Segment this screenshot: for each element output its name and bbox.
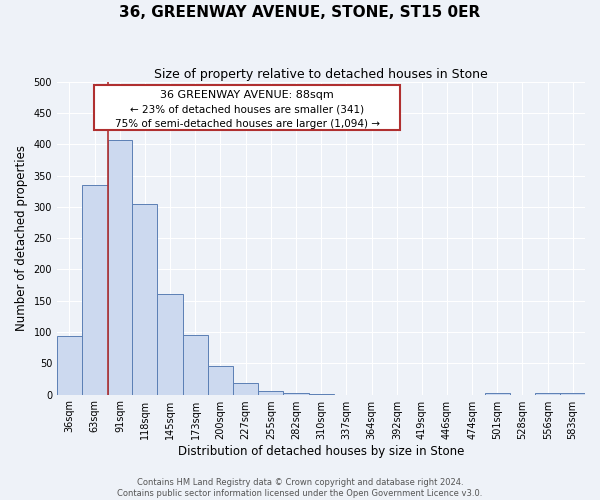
Text: ← 23% of detached houses are smaller (341): ← 23% of detached houses are smaller (34… <box>130 105 364 115</box>
Text: Contains HM Land Registry data © Crown copyright and database right 2024.
Contai: Contains HM Land Registry data © Crown c… <box>118 478 482 498</box>
Title: Size of property relative to detached houses in Stone: Size of property relative to detached ho… <box>154 68 488 80</box>
Bar <box>82 185 107 394</box>
Text: 36, GREENWAY AVENUE, STONE, ST15 0ER: 36, GREENWAY AVENUE, STONE, ST15 0ER <box>119 5 481 20</box>
Bar <box>133 204 157 394</box>
Bar <box>208 366 233 394</box>
Text: 75% of semi-detached houses are larger (1,094) →: 75% of semi-detached houses are larger (… <box>115 120 380 130</box>
Text: 36 GREENWAY AVENUE: 88sqm: 36 GREENWAY AVENUE: 88sqm <box>160 90 334 100</box>
FancyBboxPatch shape <box>94 85 400 130</box>
Bar <box>183 335 208 394</box>
Bar <box>259 392 283 394</box>
Bar <box>107 140 133 394</box>
Bar <box>233 384 259 394</box>
X-axis label: Distribution of detached houses by size in Stone: Distribution of detached houses by size … <box>178 444 464 458</box>
Y-axis label: Number of detached properties: Number of detached properties <box>15 145 28 331</box>
Bar <box>57 336 82 394</box>
Bar <box>157 294 183 394</box>
